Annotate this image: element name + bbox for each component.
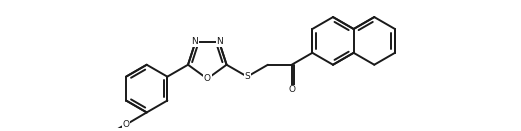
Text: N: N <box>216 37 223 46</box>
Text: O: O <box>204 74 211 83</box>
Text: O: O <box>122 120 130 129</box>
Text: N: N <box>191 37 198 46</box>
Text: O: O <box>288 85 295 94</box>
Text: S: S <box>244 72 250 81</box>
